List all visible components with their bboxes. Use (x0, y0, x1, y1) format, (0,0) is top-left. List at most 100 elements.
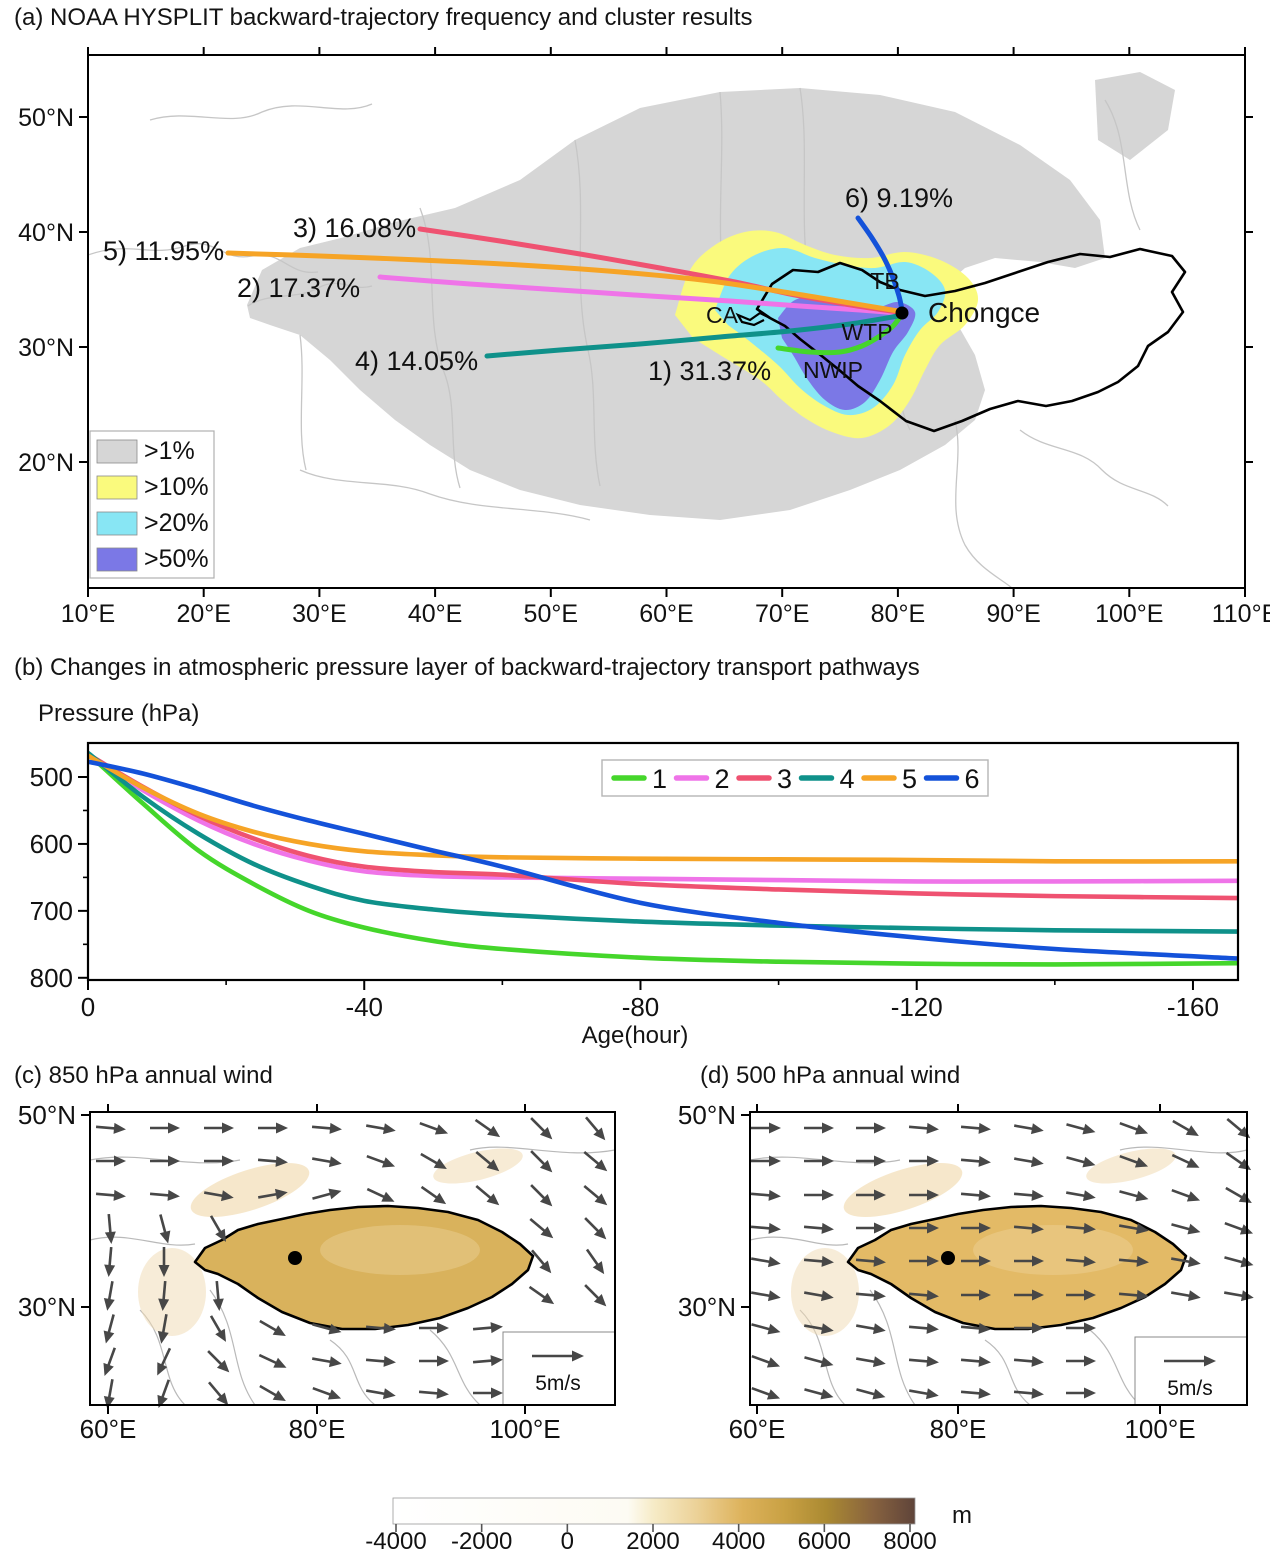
country-border-line (749, 1236, 849, 1246)
country-border-line (329, 1339, 376, 1406)
wind-arrow (207, 1350, 230, 1373)
wind-arrow (158, 1247, 170, 1277)
wind-arrow (1066, 1289, 1096, 1301)
wind-arrow (365, 1123, 396, 1135)
wind-arrow (803, 1255, 834, 1267)
colorbar-tick-label: 6000 (798, 1528, 851, 1550)
wind-arrow (804, 1122, 834, 1134)
wind-arrow (366, 1154, 396, 1168)
wind-arrow (583, 1185, 608, 1206)
wind-arrow (751, 1354, 781, 1368)
wind-arrow (750, 1189, 781, 1201)
country-border-line (1104, 99, 1141, 231)
wind-arrow (204, 1155, 234, 1167)
region-label-nwip: NWIP (803, 357, 863, 383)
wind-arrow (312, 1386, 342, 1400)
wind-arrow (208, 1381, 229, 1406)
chart-legend-box (601, 759, 989, 797)
wind-arrow (1014, 1255, 1044, 1267)
wind-arrow (960, 1189, 991, 1201)
wind-ref-label: 5m/s (1167, 1377, 1213, 1400)
wind-arrow (528, 1285, 555, 1305)
wind-arrow (259, 1319, 286, 1336)
wind-arrow (150, 1155, 180, 1167)
wind-arrow (908, 1289, 939, 1301)
y-tick-label: 50°N (18, 104, 74, 132)
y-tick-label: 20°N (18, 449, 74, 477)
wind-arrow (1013, 1355, 1044, 1367)
wind-arrow (583, 1151, 608, 1172)
plateau-highlight (973, 1225, 1133, 1275)
wind-arrow (584, 1284, 607, 1307)
wind-arrow (856, 1388, 886, 1400)
y-tick-label: 800 (30, 963, 73, 993)
wind-arrow (585, 1248, 605, 1275)
wind-arrow (908, 1355, 939, 1367)
wind-arrow (908, 1322, 939, 1334)
chongce-site-marker (895, 306, 909, 320)
wind-arrow (909, 1222, 939, 1234)
x-tick-label: 70°E (755, 600, 809, 628)
pressure-curve-6 (88, 759, 1238, 961)
country-border-line (869, 1289, 916, 1406)
map-frame (89, 1111, 616, 1406)
wind-arrow (750, 1256, 781, 1268)
x-tick-label: 60°E (80, 1414, 137, 1444)
wind-arrow (159, 1214, 171, 1244)
wind-ref-box (502, 1331, 616, 1406)
wind-arrow (750, 1222, 781, 1234)
wind-arrow (751, 1122, 781, 1134)
wind-arrow (1066, 1322, 1096, 1334)
chart-legend-label: 2 (715, 764, 730, 794)
wind-arrow (311, 1122, 342, 1134)
trajectory-cluster-5 (225, 250, 901, 314)
wind-arrow (311, 1156, 342, 1168)
age-axis-label: Age(hour) (581, 1022, 689, 1049)
wind-arrow (855, 1255, 886, 1267)
wind-arrow (418, 1387, 449, 1399)
wind-arrow (1170, 1256, 1201, 1268)
wind-arrow (419, 1322, 449, 1334)
wind-arrow (365, 1355, 396, 1367)
cluster-label-6: 6) 9.19% (845, 183, 953, 213)
wind-arrow (1065, 1190, 1096, 1202)
x-tick-label: -80 (622, 992, 660, 1020)
colorbar-tick-label: -4000 (365, 1528, 426, 1550)
wind-ref-box (1134, 1336, 1248, 1406)
wind-arrow (530, 1150, 553, 1173)
pressure-curve-2 (88, 752, 1238, 884)
country-border-line (87, 243, 319, 274)
wind-arrow (961, 1289, 991, 1301)
country-border-line (89, 1236, 196, 1246)
wind-arrow (95, 1122, 126, 1134)
x-tick-label: -120 (891, 992, 943, 1020)
legend-swatch (96, 475, 138, 500)
wind-arrow (157, 1347, 172, 1376)
wind-arrow (258, 1122, 288, 1134)
x-tick-label: 100°E (489, 1414, 560, 1444)
trajectory-cluster-6 (855, 215, 905, 313)
wind-arrow (1119, 1190, 1149, 1202)
wind-arrow (1013, 1222, 1044, 1234)
wind-arrow (909, 1255, 939, 1267)
wind-arrow (258, 1353, 287, 1368)
wind-arrow (856, 1222, 886, 1234)
country-border-line (299, 334, 307, 471)
chart-legend-label: 4 (840, 764, 855, 794)
x-tick-label: 20°E (176, 600, 230, 628)
wind-arrow (365, 1322, 396, 1334)
colorbar-tick-label: 4000 (712, 1528, 765, 1550)
wind-arrow (751, 1386, 781, 1400)
chongce-site-marker (941, 1251, 955, 1265)
wind-arrow (855, 1356, 886, 1368)
legend-label: >50% (144, 545, 209, 573)
wind-ref-arrow (532, 1350, 584, 1362)
y-tick-label: 50°N (678, 1100, 736, 1130)
pressure-curve-3 (88, 751, 1238, 901)
legend-swatch (96, 511, 138, 536)
country-border-line (149, 103, 373, 121)
legend-label: >1% (144, 437, 195, 465)
pressure-axis-label: Pressure (hPa) (38, 700, 200, 727)
country-border-line (1089, 1329, 1141, 1406)
wind-arrow (365, 1388, 396, 1400)
